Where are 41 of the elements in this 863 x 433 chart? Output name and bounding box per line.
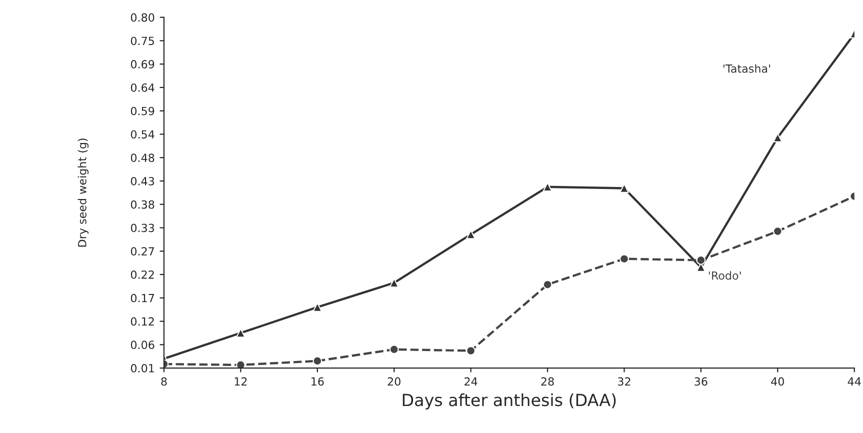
point (772, 132, 782, 142)
y-tick-label: 0.69 (130, 60, 154, 68)
y-tick-label: 0.43 (130, 176, 154, 186)
y-tick-label: 0.12 (130, 317, 154, 326)
y-tick-label: 0.22 (130, 270, 154, 279)
point (772, 226, 782, 236)
y-tick-label: 0.06 (130, 340, 154, 350)
y-tick-label: 0.54 (130, 130, 154, 139)
y-tick-label: 0.80 (130, 13, 154, 22)
x-tick-label: 16 (312, 377, 324, 386)
y-axis-title: Dry seed weight (g) (78, 138, 89, 247)
point (389, 344, 399, 354)
point (620, 254, 629, 264)
series-label: 'Rodo' (708, 271, 741, 280)
x-tick-label: 28 (541, 377, 554, 386)
point (696, 255, 706, 265)
point (466, 346, 476, 356)
y-tick-label: 0.64 (130, 83, 154, 92)
x-tick-label: 20 (388, 377, 400, 386)
x-tick-label: 40 (771, 377, 784, 386)
x-axis-title: Days after anthesis (DAA) (402, 393, 616, 410)
y-tick-label: 0.75 (130, 36, 154, 46)
y-tick-label: 0.33 (130, 224, 154, 232)
x-tick-label: 32 (618, 377, 630, 386)
point (236, 360, 246, 368)
point (542, 280, 552, 290)
x-tick-label: 24 (464, 377, 478, 386)
y-tick-label: 0.01 (130, 364, 154, 372)
point (312, 356, 322, 366)
point (389, 278, 399, 288)
point (312, 302, 322, 312)
x-tick-label: 36 (694, 377, 708, 386)
x-tick-label: 44 (848, 377, 861, 386)
y-tick-label: 0.27 (130, 247, 154, 256)
y-tick-label: 0.59 (130, 106, 154, 116)
text: 'Tatasha' (723, 64, 770, 73)
y-tick-label: 0.38 (130, 200, 154, 209)
x-tick-label: 8 (161, 377, 167, 386)
y-tick-label: 0.17 (130, 294, 154, 302)
x-tick-label: 12 (234, 377, 247, 386)
y-tick-label: 0.48 (130, 154, 154, 162)
